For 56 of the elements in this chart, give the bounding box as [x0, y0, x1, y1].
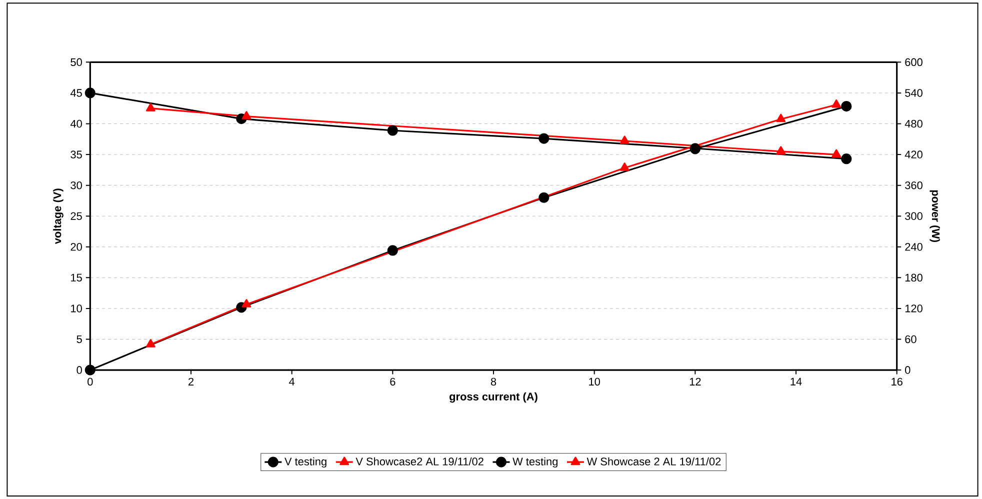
y-tick-label: 20	[70, 242, 82, 251]
x-axis-title: gross current (A)	[450, 392, 538, 403]
point	[387, 125, 398, 136]
point	[538, 192, 550, 203]
x-tick-label: 6	[390, 378, 396, 386]
point	[538, 133, 550, 144]
y2-tick-label: 300	[905, 212, 922, 220]
y2-axis-title: power (W)	[930, 190, 940, 242]
x-tick-label: 16	[892, 378, 902, 386]
point	[146, 102, 156, 112]
x-tick-label: 2	[188, 378, 194, 386]
legend-label: V Showcase2 AL 19/11/02	[356, 457, 484, 466]
point	[841, 153, 852, 164]
x-tick-label: 10	[589, 378, 600, 386]
point	[841, 100, 852, 112]
point	[776, 146, 786, 154]
y2-tick-label: 120	[905, 304, 922, 312]
point	[776, 114, 786, 122]
point	[84, 88, 96, 98]
x-tick-label: 14	[790, 378, 802, 386]
point	[832, 99, 842, 108]
x-tick-label: 8	[490, 378, 496, 386]
y-tick-label: 5	[76, 335, 82, 343]
legend-label: W testing	[512, 457, 558, 468]
x-tick-label: 12	[690, 378, 701, 386]
point	[146, 338, 156, 348]
y2-tick-label: 480	[904, 120, 922, 128]
legend-label: V testing	[284, 457, 326, 468]
y-tick-label: 40	[70, 120, 82, 128]
y2-tick-label: 540	[905, 88, 922, 97]
y2-tick-label: 360	[905, 181, 922, 190]
point	[832, 149, 842, 158]
point	[620, 162, 630, 171]
y2-tick-label: 180	[905, 274, 922, 282]
y2-tick-label: 0	[905, 366, 910, 374]
y-tick-label: 45	[70, 89, 82, 97]
legend-label: W Showcase 2 AL 19/11/02	[586, 457, 721, 466]
x-tick-label: 0	[88, 378, 93, 386]
point	[242, 298, 252, 308]
y-tick-label: 25	[70, 212, 82, 220]
y-tick-label: 30	[70, 181, 82, 190]
y-tick-label: 35	[70, 150, 82, 158]
x-tick-label: 4	[289, 378, 295, 386]
y-tick-label: 0	[76, 366, 82, 374]
y2-tick-label: 420	[904, 150, 922, 158]
y2-tick-label: 600	[905, 58, 922, 66]
y-tick-label: 15	[71, 274, 82, 282]
point	[84, 364, 96, 376]
point	[387, 245, 398, 256]
y2-tick-label: 60	[905, 335, 916, 344]
y-tick-label: 10	[71, 304, 82, 312]
point	[620, 136, 630, 144]
y2-tick-label: 240	[905, 242, 922, 251]
y-tick-label: 50	[70, 58, 82, 66]
y-axis-title: voltage (V)	[53, 188, 64, 244]
point	[242, 110, 252, 120]
